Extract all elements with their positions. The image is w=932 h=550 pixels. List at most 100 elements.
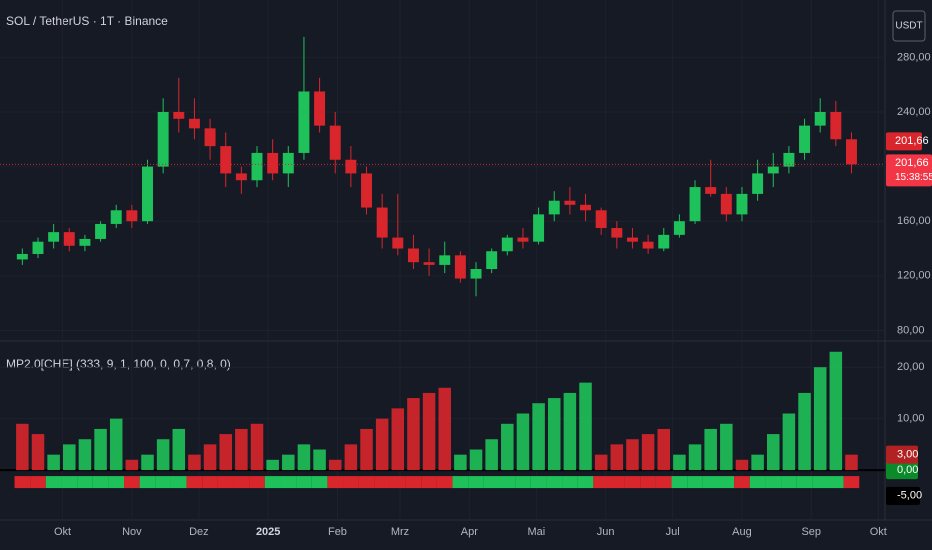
candle-body — [501, 237, 513, 252]
histogram-bar — [485, 439, 498, 471]
candle-body — [783, 152, 795, 167]
histogram-bar — [94, 428, 107, 471]
histogram-bar — [579, 382, 592, 471]
histogram-bar — [313, 449, 326, 471]
candle-body — [173, 111, 185, 119]
state-strip — [61, 476, 78, 489]
state-strip — [264, 476, 281, 489]
candle-body — [752, 173, 764, 194]
histogram-bar — [516, 413, 530, 471]
histogram-bar — [31, 434, 45, 471]
candle-body — [16, 253, 28, 260]
candle-body — [799, 125, 811, 153]
x-tick-label: Nov — [122, 526, 142, 538]
histogram-bar — [156, 439, 170, 471]
candle-body — [329, 125, 341, 160]
state-strip — [499, 476, 516, 489]
last-value-box — [886, 445, 918, 464]
histogram-bar — [782, 413, 796, 471]
candle-body — [470, 268, 482, 279]
histogram-bar — [673, 454, 686, 471]
state-strip — [186, 476, 203, 489]
candle-body — [564, 200, 576, 205]
candle-body — [79, 238, 91, 246]
last-price-label: 201,66 — [895, 135, 929, 147]
state-strip — [343, 476, 359, 489]
state-strip — [436, 476, 453, 489]
x-tick-label: Okt — [54, 526, 71, 538]
histogram-bar — [47, 454, 60, 471]
histogram-bar — [438, 387, 451, 471]
candle-body — [282, 152, 294, 174]
state-strip — [249, 476, 265, 489]
state-strip — [687, 476, 703, 489]
histogram-bar — [594, 454, 608, 471]
candle-body — [220, 146, 232, 174]
candle-body — [830, 111, 842, 140]
histogram-bar — [16, 423, 29, 471]
histogram-bar — [375, 418, 389, 471]
histogram-bar — [250, 423, 264, 471]
histogram-bar — [563, 392, 577, 471]
state-strip — [14, 476, 31, 489]
histogram-bar — [172, 428, 186, 471]
state-strip — [530, 476, 547, 489]
candle-body — [486, 251, 498, 269]
state-strip — [155, 476, 171, 489]
state-strip — [765, 476, 782, 489]
state-strip — [108, 476, 125, 489]
histogram-bar — [266, 459, 279, 471]
histogram-bar — [688, 444, 702, 471]
state-strip — [327, 476, 344, 489]
histogram-bar — [751, 454, 764, 471]
histogram-bar — [328, 459, 342, 471]
state-strip — [77, 476, 93, 489]
candle-body — [611, 228, 623, 238]
state-strip — [280, 476, 297, 489]
histogram-bar — [735, 459, 749, 471]
state-strip — [828, 476, 844, 489]
state-strip — [217, 476, 234, 489]
x-tick-label: Mai — [527, 526, 545, 538]
candle-body — [658, 234, 670, 249]
candle-body — [767, 166, 779, 174]
state-strip — [311, 476, 328, 489]
state-strip — [30, 476, 46, 489]
candle-body — [63, 232, 75, 246]
currency-label[interactable]: USDT — [895, 21, 922, 32]
candle-body — [126, 210, 138, 222]
candle-body — [846, 139, 857, 165]
histogram-bar — [626, 439, 639, 471]
candle-body — [392, 237, 404, 249]
currency-button[interactable] — [892, 10, 926, 42]
candle-body — [48, 232, 60, 242]
x-tick-label: Jul — [666, 526, 680, 538]
histogram-bar — [547, 398, 561, 471]
histogram-bar — [813, 367, 827, 471]
candle-body — [32, 241, 44, 254]
state-strip — [139, 476, 156, 489]
state-strip — [374, 476, 390, 489]
candle-body — [454, 255, 466, 279]
x-tick-label: Apr — [461, 526, 478, 538]
state-strip — [389, 476, 406, 489]
histogram-bar — [125, 459, 139, 471]
histogram-bar — [63, 444, 76, 471]
candle-body — [720, 193, 732, 215]
y-tick-label: 240,00 — [897, 106, 931, 118]
y-tick-label: 120,00 — [897, 270, 931, 282]
last-price-label: 201,66 — [895, 157, 929, 169]
state-strip — [671, 476, 688, 489]
state-strip — [515, 476, 531, 489]
histogram-bar — [297, 444, 311, 471]
candle-body — [345, 159, 357, 174]
candle-body — [251, 152, 263, 181]
state-strip — [640, 476, 656, 489]
histogram-bar — [767, 434, 780, 471]
x-tick-label: Aug — [732, 526, 752, 538]
candle-body — [689, 187, 701, 222]
last-price-box — [886, 132, 922, 151]
state-strip — [812, 476, 829, 489]
histogram-bar — [203, 444, 217, 471]
y-tick-label: 20,00 — [897, 361, 925, 373]
